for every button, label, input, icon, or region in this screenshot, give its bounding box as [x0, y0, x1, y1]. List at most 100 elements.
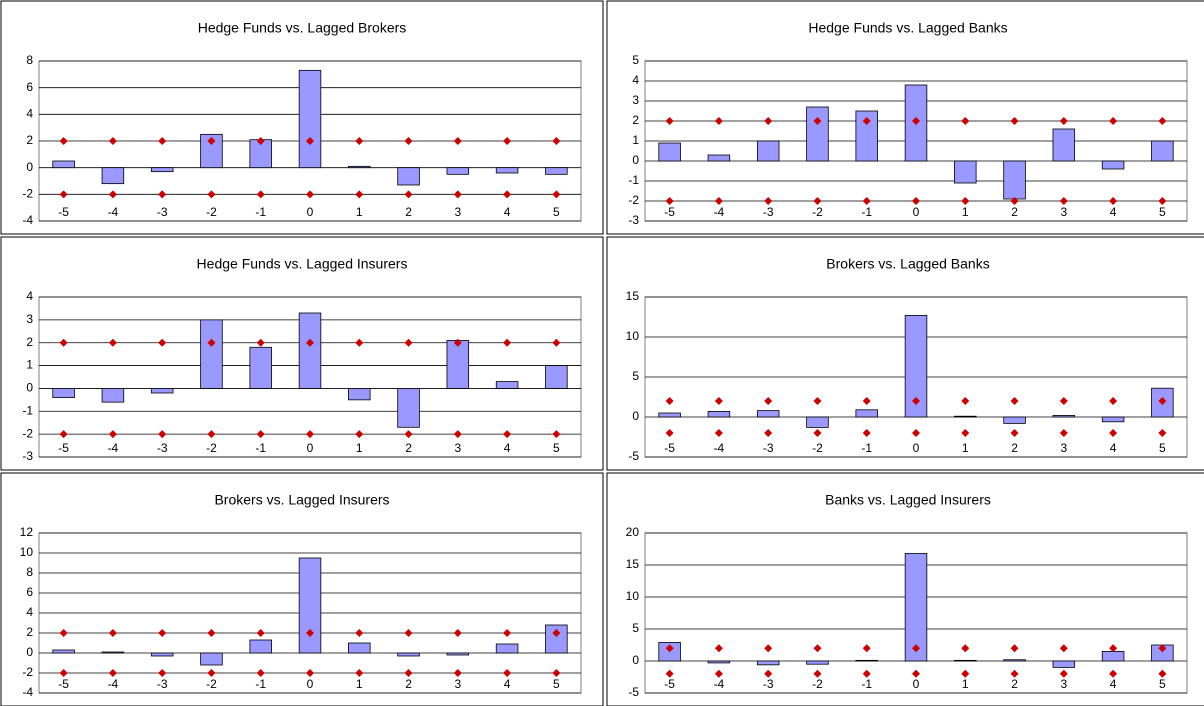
panel-border [0, 0, 604, 235]
bar [101, 167, 125, 185]
y-tick-label: -4 [22, 213, 33, 227]
y-tick-label: -4 [22, 685, 33, 699]
bound-marker [1010, 397, 1019, 405]
bar [707, 410, 731, 418]
bound-marker [912, 117, 920, 125]
y-tick-label: -1 [628, 173, 639, 187]
bound-marker [665, 669, 674, 678]
bound-marker [1010, 117, 1019, 125]
bound-marker [961, 644, 970, 653]
bar [495, 381, 519, 389]
bound-marker [1109, 117, 1118, 125]
x-tick-label: -2 [206, 205, 217, 219]
bar [545, 624, 568, 654]
bar [298, 69, 322, 169]
bound-marker [59, 137, 68, 145]
y-tick-label: 8 [26, 53, 33, 67]
bound-marker [453, 190, 462, 199]
x-tick-label: 0 [913, 441, 920, 455]
bound-marker [1010, 669, 1019, 678]
x-tick-label: -1 [861, 205, 872, 219]
bound-marker [1010, 644, 1019, 653]
bound-marker [256, 430, 265, 439]
x-tick-label: 3 [454, 441, 461, 455]
bound-marker [207, 190, 216, 199]
x-tick-label: -2 [812, 441, 823, 455]
x-tick-label: -4 [714, 441, 725, 455]
x-tick-label: -5 [58, 441, 69, 455]
bound-marker [59, 430, 68, 439]
chart-title: Hedge Funds vs. Lagged Brokers [198, 20, 407, 36]
x-tick-label: -5 [664, 677, 675, 691]
bound-marker [256, 137, 265, 145]
bound-marker [961, 197, 970, 205]
bar [756, 660, 780, 666]
bar [200, 319, 223, 389]
y-tick-label: 0 [632, 153, 639, 167]
bound-marker [404, 338, 413, 347]
bar [397, 167, 420, 186]
bound-marker [552, 137, 561, 145]
bar [855, 110, 878, 162]
bound-marker [158, 430, 167, 439]
bound-marker [1158, 397, 1167, 405]
bound-marker [158, 669, 167, 677]
bound-marker [207, 430, 216, 439]
y-tick-label: 5 [632, 53, 639, 67]
x-tick-label: 2 [1011, 441, 1018, 455]
bound-marker [552, 430, 561, 439]
chart-title: Banks vs. Lagged Insurers [825, 492, 991, 508]
y-tick-label: 15 [626, 289, 640, 303]
bar [1003, 416, 1026, 424]
x-tick-label: -1 [255, 205, 266, 219]
x-tick-label: 0 [307, 677, 314, 691]
x-tick-label: 5 [1159, 677, 1166, 691]
x-tick-label: -4 [108, 441, 119, 455]
y-tick-label: 0 [26, 381, 33, 395]
bound-marker [59, 190, 68, 199]
x-tick-label: 0 [307, 441, 314, 455]
bar [806, 416, 829, 428]
bound-marker [503, 137, 512, 145]
bound-marker [404, 430, 413, 439]
bound-marker [453, 430, 462, 439]
bound-marker [665, 197, 674, 205]
panel-border [606, 0, 1204, 235]
bar [855, 659, 878, 662]
x-tick-label: -1 [861, 677, 872, 691]
y-tick-label: -3 [22, 449, 33, 463]
x-tick-label: 2 [405, 205, 412, 219]
bound-marker [355, 669, 364, 677]
x-tick-label: 3 [1060, 677, 1067, 691]
x-tick-label: 3 [454, 205, 461, 219]
bound-marker [1059, 644, 1068, 653]
y-tick-label: 3 [632, 93, 639, 107]
bound-marker [503, 629, 512, 637]
bound-marker [306, 430, 314, 439]
x-tick-label: 1 [356, 441, 363, 455]
bound-marker [1158, 429, 1167, 437]
y-tick-label: -1 [22, 403, 33, 417]
bound-marker [714, 117, 723, 125]
y-tick-label: -2 [22, 187, 33, 201]
chart-title: Hedge Funds vs. Lagged Banks [808, 20, 1007, 36]
x-tick-label: -4 [714, 205, 725, 219]
x-tick-label: -2 [206, 677, 217, 691]
bound-marker [1109, 644, 1118, 653]
y-tick-label: 2 [26, 133, 33, 147]
x-tick-label: 5 [1159, 441, 1166, 455]
bar [52, 649, 75, 654]
x-tick-label: -2 [812, 677, 823, 691]
bar [1052, 414, 1076, 418]
bound-marker [503, 190, 512, 199]
x-tick-label: 1 [962, 441, 969, 455]
bar [397, 388, 420, 428]
bound-marker [862, 117, 871, 125]
y-tick-label: 15 [626, 557, 640, 571]
bound-marker [961, 397, 970, 405]
bound-marker [665, 429, 674, 437]
bound-marker [813, 197, 822, 205]
bound-marker [862, 669, 871, 678]
x-tick-label: 4 [1110, 205, 1117, 219]
bar [249, 346, 272, 389]
